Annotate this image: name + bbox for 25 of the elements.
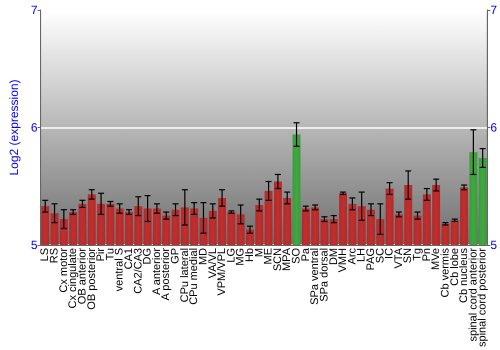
x-tick-label: SPa dorsal — [318, 248, 330, 302]
x-tick-label: SN — [402, 248, 414, 264]
x-tick-label: Hb — [244, 248, 256, 262]
x-tick-label: SCN — [272, 248, 284, 272]
x-tick-label: A posterior — [160, 248, 172, 301]
x-tick-label: OB posterior — [86, 248, 98, 310]
x-tick-label: Pir — [95, 248, 108, 262]
x-tick-label: OB anterior — [76, 248, 88, 304]
x-tick-label: PAG — [364, 248, 377, 270]
x-tick-label: GP — [170, 248, 182, 264]
x-tick-label: RS — [48, 248, 61, 264]
y-axis-title: Log2 (expression) — [7, 79, 21, 176]
y-tick-label: 6 — [30, 120, 38, 134]
x-tick-label: M — [253, 248, 266, 258]
y-tick-label: 7 — [30, 3, 38, 17]
x-tick-label: Tg — [412, 248, 424, 261]
y2-tick-label: 5 — [490, 238, 498, 252]
y-tick-label: 5 — [30, 238, 38, 252]
x-tick-label: IC — [384, 248, 396, 259]
y2-tick-label: 6 — [490, 120, 498, 134]
x-tick-label: DM — [328, 248, 340, 266]
x-tick-label: Cb lobe — [448, 248, 461, 286]
x-tick-label: CA1 — [122, 248, 135, 270]
y2-tick-label: 7 — [490, 3, 498, 17]
x-tick-label: spinal cord posterior — [476, 248, 489, 348]
